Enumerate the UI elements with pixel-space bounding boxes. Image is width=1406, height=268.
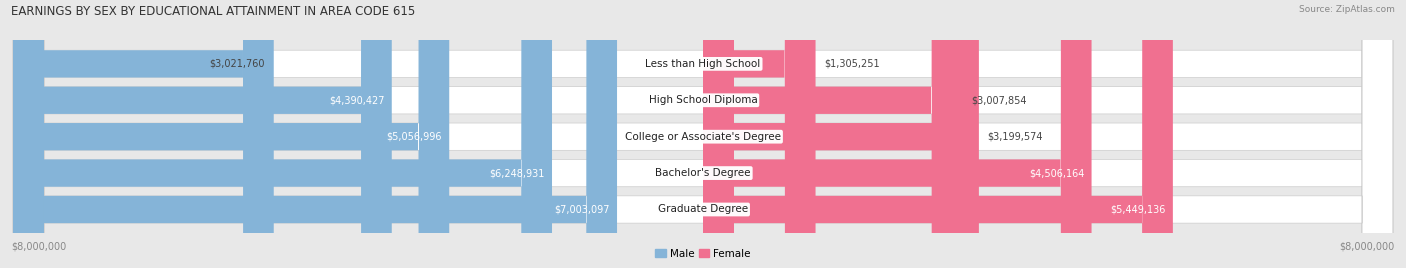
Text: $8,000,000: $8,000,000: [1340, 241, 1395, 251]
FancyBboxPatch shape: [13, 0, 1393, 268]
Text: $6,248,931: $6,248,931: [489, 168, 546, 178]
Text: $7,003,097: $7,003,097: [554, 204, 610, 214]
Text: $3,021,760: $3,021,760: [209, 59, 264, 69]
FancyBboxPatch shape: [703, 0, 962, 268]
FancyBboxPatch shape: [13, 0, 553, 268]
FancyBboxPatch shape: [703, 0, 979, 268]
FancyBboxPatch shape: [703, 0, 815, 268]
Text: $3,007,854: $3,007,854: [972, 95, 1026, 105]
Text: Source: ZipAtlas.com: Source: ZipAtlas.com: [1299, 5, 1395, 14]
FancyBboxPatch shape: [13, 0, 450, 268]
FancyBboxPatch shape: [13, 0, 274, 268]
Text: $3,199,574: $3,199,574: [987, 132, 1043, 142]
Text: $5,449,136: $5,449,136: [1111, 204, 1166, 214]
Text: Bachelor's Degree: Bachelor's Degree: [655, 168, 751, 178]
FancyBboxPatch shape: [13, 0, 392, 268]
FancyBboxPatch shape: [13, 0, 1393, 268]
Text: $4,390,427: $4,390,427: [329, 95, 385, 105]
Text: $4,506,164: $4,506,164: [1029, 168, 1084, 178]
Text: $1,305,251: $1,305,251: [824, 59, 880, 69]
FancyBboxPatch shape: [703, 0, 1173, 268]
Text: $8,000,000: $8,000,000: [11, 241, 66, 251]
Text: $5,056,996: $5,056,996: [387, 132, 443, 142]
FancyBboxPatch shape: [13, 0, 1393, 268]
Text: EARNINGS BY SEX BY EDUCATIONAL ATTAINMENT IN AREA CODE 615: EARNINGS BY SEX BY EDUCATIONAL ATTAINMEN…: [11, 5, 416, 18]
FancyBboxPatch shape: [13, 0, 1393, 268]
Text: High School Diploma: High School Diploma: [648, 95, 758, 105]
Text: Less than High School: Less than High School: [645, 59, 761, 69]
Legend: Male, Female: Male, Female: [651, 244, 755, 263]
Text: College or Associate's Degree: College or Associate's Degree: [626, 132, 780, 142]
FancyBboxPatch shape: [703, 0, 1091, 268]
FancyBboxPatch shape: [13, 0, 617, 268]
Text: Graduate Degree: Graduate Degree: [658, 204, 748, 214]
FancyBboxPatch shape: [13, 0, 1393, 268]
